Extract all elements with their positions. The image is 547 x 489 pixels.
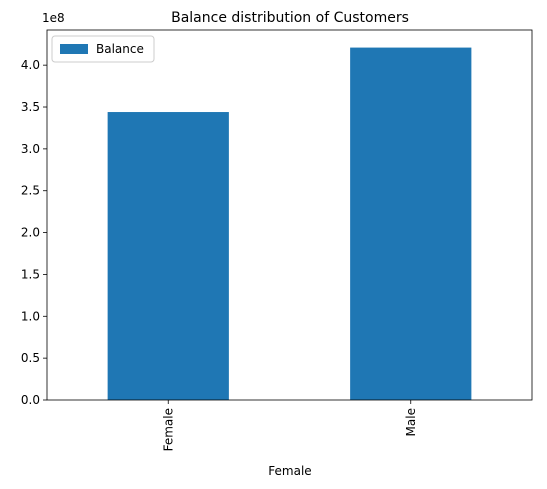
y-tick-label: 0.0 <box>21 393 40 407</box>
bar-male <box>350 47 472 400</box>
chart-title: Balance distribution of Customers <box>171 10 409 26</box>
legend-box <box>51 35 155 63</box>
chart-marks: Female Male 0.0 0.5 1.0 1.5 2.0 2.5 3.0 3.5 4.0 Bal… <box>21 29 533 451</box>
legend-label: Balance <box>96 42 144 56</box>
y-tick-label: 4.0 <box>21 58 40 72</box>
y-tick-label: 3.5 <box>21 100 40 114</box>
x-tick-label-male: Male <box>404 408 418 436</box>
y-offset-text: 1e8 <box>42 11 65 25</box>
plot-frame <box>46 29 533 401</box>
y-tick-label: 1.5 <box>21 267 40 281</box>
legend-swatch <box>60 44 88 54</box>
y-tick-label: 1.0 <box>21 309 40 323</box>
y-tick-label: 2.0 <box>21 226 40 240</box>
y-tick-label: 3.0 <box>21 142 40 156</box>
y-tick-label: 0.5 <box>21 351 40 365</box>
x-tick-label-female: Female <box>161 408 175 451</box>
bar-female <box>107 112 229 400</box>
y-tick-label: 2.5 <box>21 184 40 198</box>
x-axis-label: Female <box>268 464 311 478</box>
